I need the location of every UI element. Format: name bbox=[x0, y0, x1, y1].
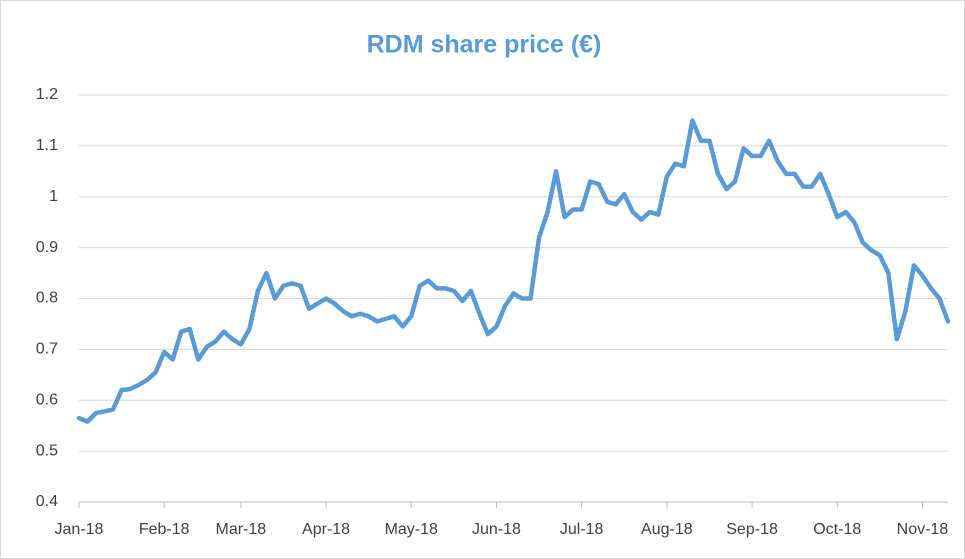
y-tick-label: 0.9 bbox=[36, 239, 58, 256]
x-tick-label: Nov-18 bbox=[897, 521, 949, 538]
x-tick-label: Jan-18 bbox=[55, 521, 104, 538]
x-tick-label: Apr-18 bbox=[302, 521, 350, 538]
x-tick-label: Mar-18 bbox=[216, 521, 267, 538]
x-tick-label: Sep-18 bbox=[726, 521, 778, 538]
x-tick-label: Aug-18 bbox=[641, 521, 693, 538]
x-tick-label: Feb-18 bbox=[139, 521, 190, 538]
y-tick-label: 0.4 bbox=[36, 493, 58, 510]
y-tick-label: 0.7 bbox=[36, 341, 58, 358]
x-tick-label: Jul-18 bbox=[560, 521, 604, 538]
y-tick-label: 0.8 bbox=[36, 290, 58, 307]
x-tick-label: Jun-18 bbox=[472, 521, 521, 538]
y-tick-label: 1 bbox=[49, 188, 58, 205]
y-tick-label: 1.2 bbox=[36, 86, 58, 103]
y-tick-label: 1.1 bbox=[36, 137, 58, 154]
x-tick-label: May-18 bbox=[385, 521, 438, 538]
x-tick-label: Oct-18 bbox=[813, 521, 861, 538]
y-tick-label: 0.5 bbox=[36, 442, 58, 459]
y-tick-label: 0.6 bbox=[36, 391, 58, 408]
chart-title: RDM share price (€) bbox=[367, 31, 602, 59]
price-line bbox=[76, 118, 951, 424]
